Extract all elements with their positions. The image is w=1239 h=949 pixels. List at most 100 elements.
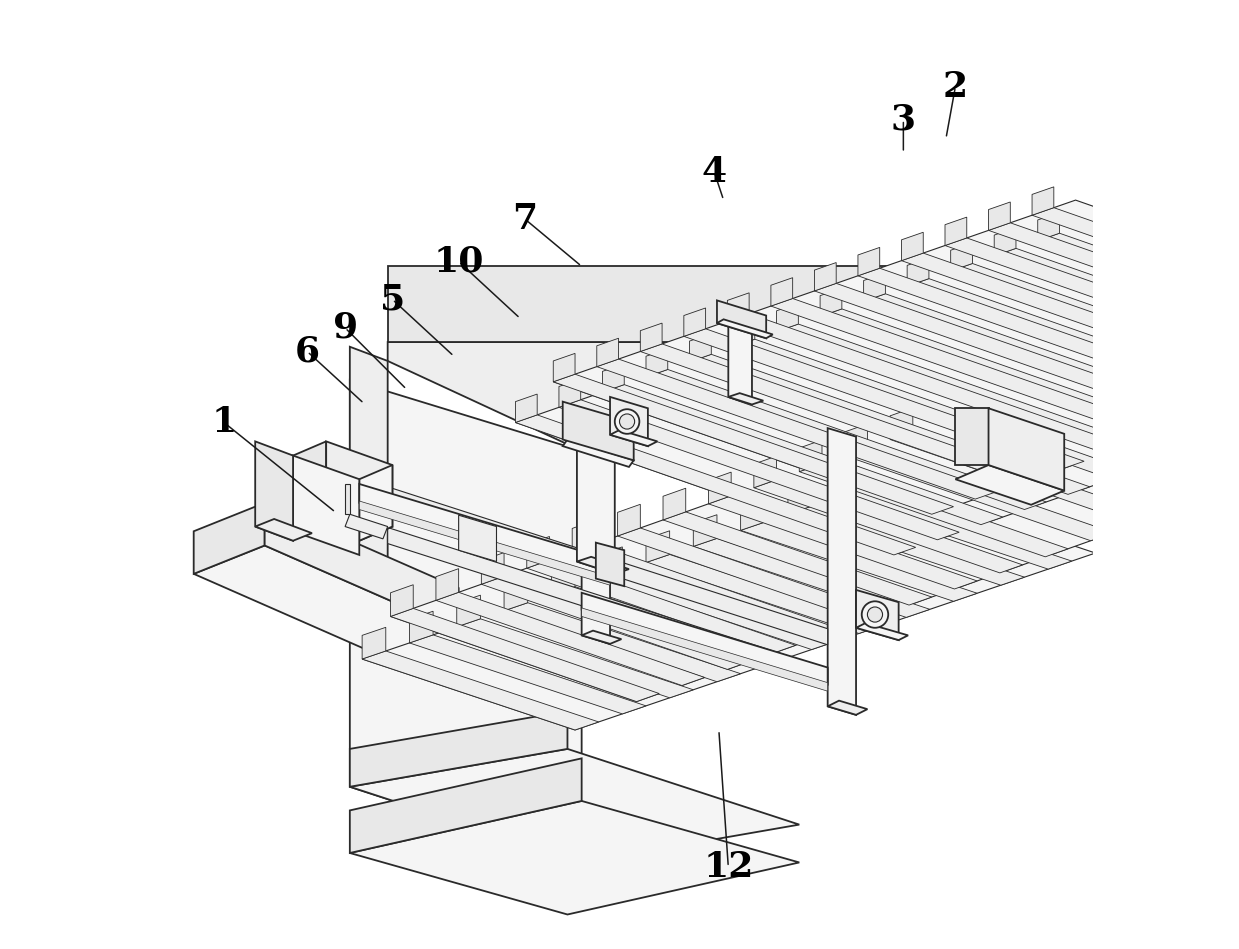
Polygon shape (362, 627, 385, 659)
Polygon shape (581, 566, 610, 643)
Polygon shape (362, 651, 598, 730)
Polygon shape (388, 342, 1064, 451)
Polygon shape (955, 408, 989, 465)
Polygon shape (729, 393, 763, 404)
Polygon shape (602, 363, 624, 392)
Text: 9: 9 (332, 311, 358, 344)
Polygon shape (559, 379, 581, 407)
Polygon shape (362, 482, 1095, 730)
Polygon shape (563, 401, 633, 460)
Polygon shape (390, 585, 414, 617)
Polygon shape (777, 324, 1177, 464)
Polygon shape (1038, 213, 1059, 241)
Polygon shape (856, 623, 908, 640)
Polygon shape (482, 576, 750, 669)
Circle shape (867, 607, 882, 623)
Polygon shape (684, 308, 705, 336)
Polygon shape (753, 456, 777, 488)
Polygon shape (989, 223, 1239, 363)
Polygon shape (694, 538, 929, 618)
Polygon shape (388, 487, 828, 644)
Polygon shape (646, 348, 668, 377)
Polygon shape (294, 441, 326, 517)
Polygon shape (349, 380, 581, 863)
Polygon shape (527, 536, 549, 568)
Text: 5: 5 (380, 283, 405, 316)
Polygon shape (349, 749, 799, 863)
Polygon shape (684, 328, 1084, 469)
Polygon shape (694, 514, 717, 547)
Polygon shape (902, 233, 923, 261)
Polygon shape (777, 304, 798, 331)
Polygon shape (581, 631, 622, 643)
Polygon shape (729, 315, 752, 404)
Polygon shape (845, 424, 867, 456)
Polygon shape (709, 473, 731, 504)
Polygon shape (717, 301, 766, 338)
Polygon shape (563, 439, 633, 467)
Polygon shape (388, 528, 828, 684)
Polygon shape (799, 440, 821, 472)
Polygon shape (857, 269, 1239, 408)
Polygon shape (709, 495, 978, 589)
Polygon shape (346, 514, 388, 539)
Polygon shape (690, 354, 1090, 494)
Polygon shape (646, 530, 669, 563)
Polygon shape (741, 522, 978, 602)
Polygon shape (577, 434, 615, 574)
Polygon shape (814, 263, 836, 291)
Polygon shape (727, 293, 750, 321)
Polygon shape (390, 423, 1182, 701)
Polygon shape (945, 217, 966, 246)
Polygon shape (690, 333, 711, 362)
Polygon shape (193, 503, 265, 574)
Polygon shape (255, 519, 312, 541)
Polygon shape (346, 484, 349, 514)
Polygon shape (902, 253, 1239, 393)
Polygon shape (835, 490, 1072, 569)
Polygon shape (349, 346, 388, 569)
Polygon shape (610, 430, 658, 446)
Polygon shape (617, 528, 886, 622)
Polygon shape (551, 586, 788, 665)
Polygon shape (771, 278, 793, 307)
Polygon shape (504, 579, 528, 611)
Polygon shape (265, 503, 458, 631)
Polygon shape (349, 711, 567, 787)
Polygon shape (359, 501, 610, 586)
Polygon shape (907, 279, 1239, 419)
Text: 12: 12 (703, 850, 753, 884)
Polygon shape (294, 456, 359, 555)
Polygon shape (753, 479, 1022, 573)
Polygon shape (359, 465, 393, 541)
Polygon shape (409, 635, 646, 714)
Polygon shape (955, 465, 1064, 505)
Polygon shape (581, 593, 828, 684)
Polygon shape (741, 498, 764, 530)
Polygon shape (788, 506, 1025, 586)
Polygon shape (457, 595, 481, 627)
Polygon shape (602, 384, 1002, 525)
Polygon shape (515, 394, 538, 422)
Polygon shape (482, 552, 504, 585)
Polygon shape (572, 520, 595, 552)
Circle shape (615, 409, 639, 434)
Polygon shape (597, 359, 997, 499)
Text: 7: 7 (512, 202, 538, 236)
Polygon shape (577, 557, 629, 574)
Polygon shape (950, 264, 1239, 403)
Text: 3: 3 (891, 102, 916, 137)
Polygon shape (388, 267, 1031, 342)
Polygon shape (1032, 187, 1054, 215)
Text: 10: 10 (434, 245, 484, 279)
Polygon shape (598, 547, 622, 579)
Polygon shape (390, 608, 659, 701)
Circle shape (620, 414, 634, 429)
Polygon shape (950, 243, 973, 271)
Polygon shape (641, 344, 1041, 484)
Polygon shape (596, 543, 624, 586)
Polygon shape (436, 592, 705, 685)
Polygon shape (527, 560, 795, 653)
Text: 6: 6 (295, 334, 320, 368)
Polygon shape (409, 611, 434, 642)
